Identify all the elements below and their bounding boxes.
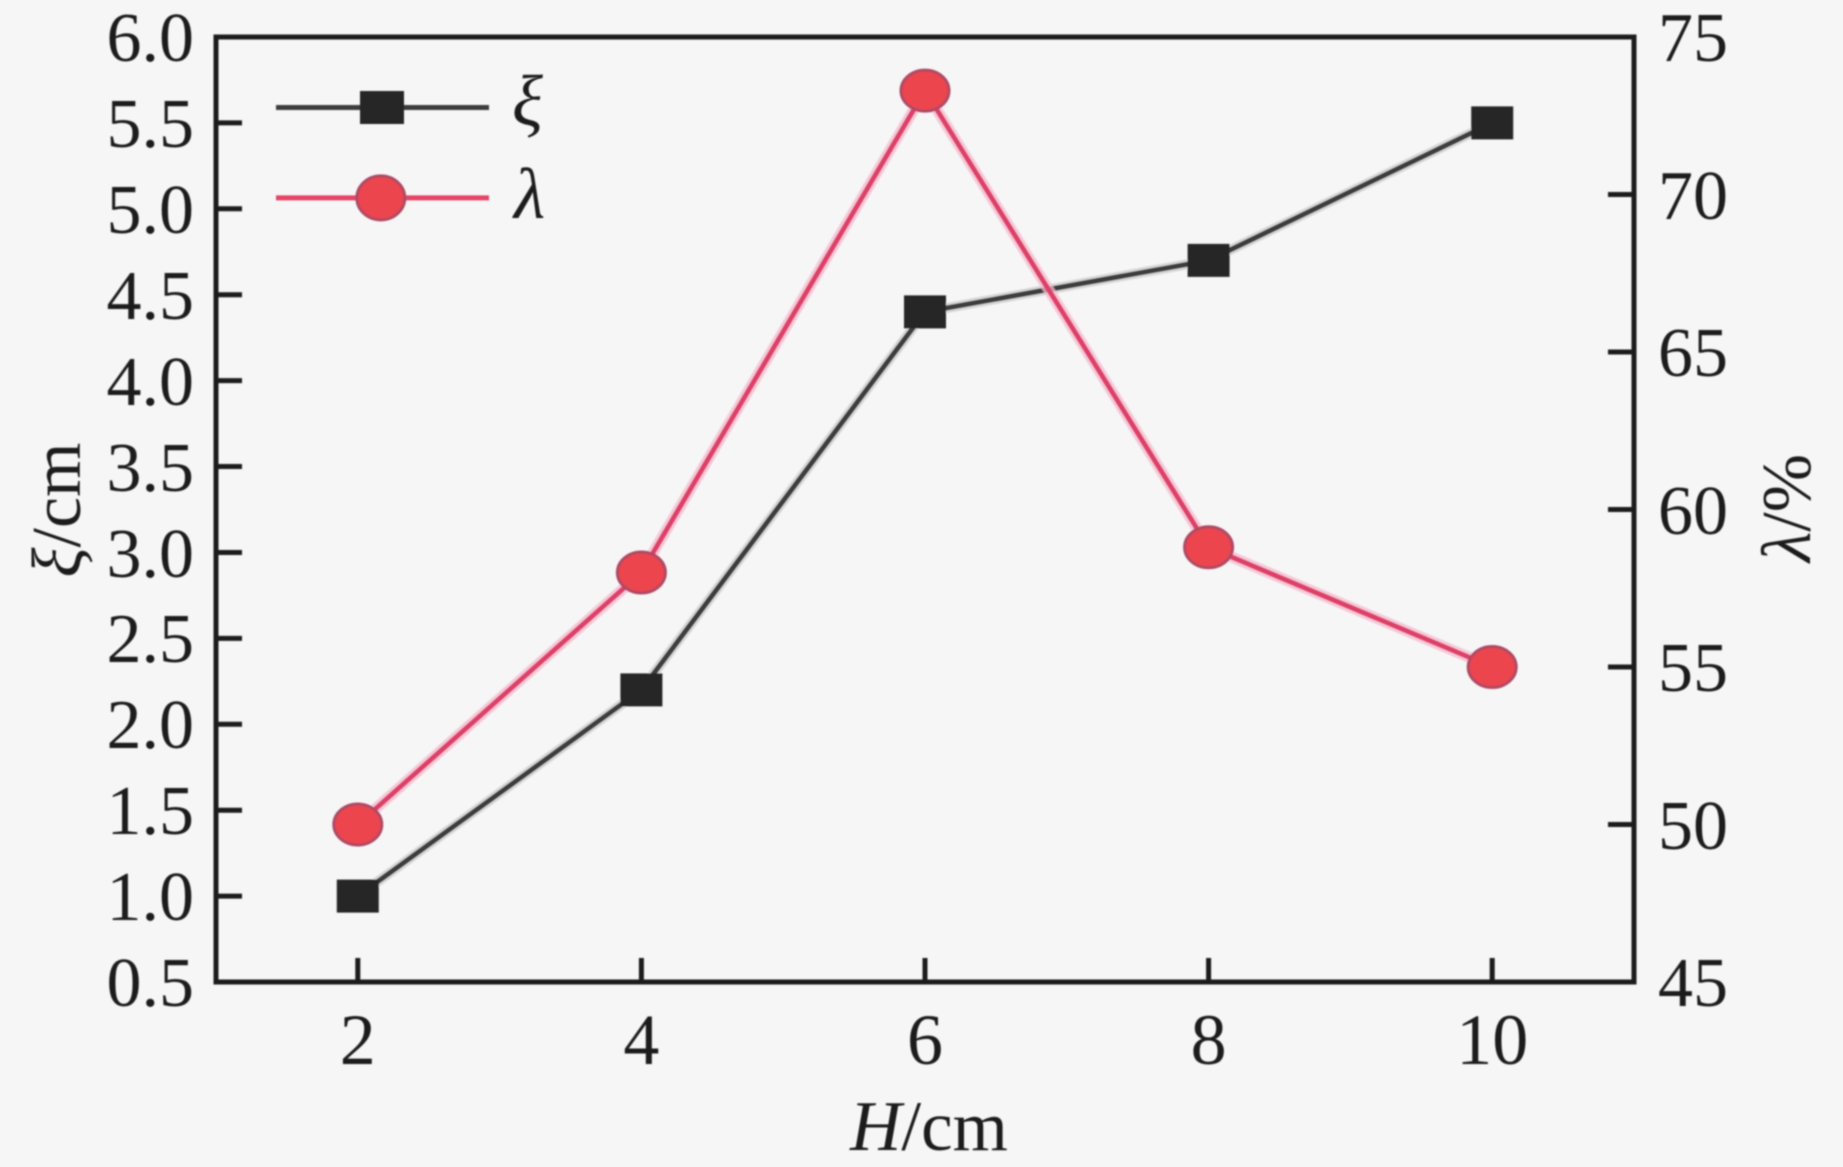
svg-text:6.0: 6.0	[107, 0, 195, 77]
svg-text:70: 70	[1658, 158, 1728, 235]
svg-text:75: 75	[1658, 0, 1728, 77]
svg-text:2.5: 2.5	[107, 601, 195, 678]
svg-text:4: 4	[623, 1000, 659, 1080]
svg-text:ξ: ξ	[512, 61, 543, 141]
svg-text:1.5: 1.5	[107, 773, 195, 850]
svg-text:1.0: 1.0	[107, 859, 195, 936]
svg-text:4.5: 4.5	[107, 258, 195, 335]
svg-text:2: 2	[340, 1000, 376, 1080]
svg-text:5.0: 5.0	[107, 172, 195, 249]
svg-text:0.5: 0.5	[107, 945, 195, 1022]
svg-text:3.5: 3.5	[107, 430, 195, 507]
svg-text:10: 10	[1456, 1000, 1528, 1080]
svg-text:3.0: 3.0	[107, 516, 195, 593]
svg-text:λ/%: λ/%	[1749, 454, 1826, 564]
svg-text:60: 60	[1658, 473, 1728, 550]
svg-text:2.0: 2.0	[107, 687, 195, 764]
svg-text:65: 65	[1658, 315, 1728, 392]
svg-text:45: 45	[1658, 945, 1728, 1022]
svg-text:λ: λ	[512, 154, 545, 234]
svg-text:55: 55	[1658, 630, 1728, 707]
svg-text:8: 8	[1191, 1000, 1227, 1080]
svg-text:6: 6	[907, 1000, 943, 1080]
svg-text:50: 50	[1658, 788, 1728, 865]
svg-text:5.5: 5.5	[107, 86, 195, 163]
svg-text:ξ/cm: ξ/cm	[19, 443, 96, 578]
svg-text:4.0: 4.0	[107, 344, 195, 421]
svg-text:H/cm: H/cm	[849, 1088, 1008, 1166]
